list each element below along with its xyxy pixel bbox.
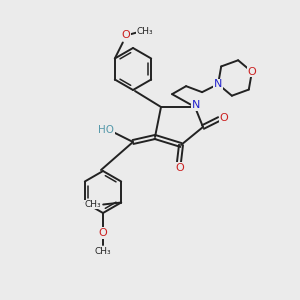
Text: HO: HO	[98, 125, 114, 135]
Text: CH₃: CH₃	[95, 247, 111, 256]
Text: O: O	[122, 31, 130, 40]
Text: N: N	[214, 79, 222, 89]
Text: O: O	[99, 228, 107, 238]
Text: O: O	[176, 163, 184, 173]
Text: CH₃: CH₃	[136, 27, 153, 36]
Text: O: O	[248, 67, 256, 77]
Text: CH₃: CH₃	[85, 200, 101, 209]
Text: O: O	[220, 113, 228, 123]
Text: N: N	[192, 100, 200, 110]
